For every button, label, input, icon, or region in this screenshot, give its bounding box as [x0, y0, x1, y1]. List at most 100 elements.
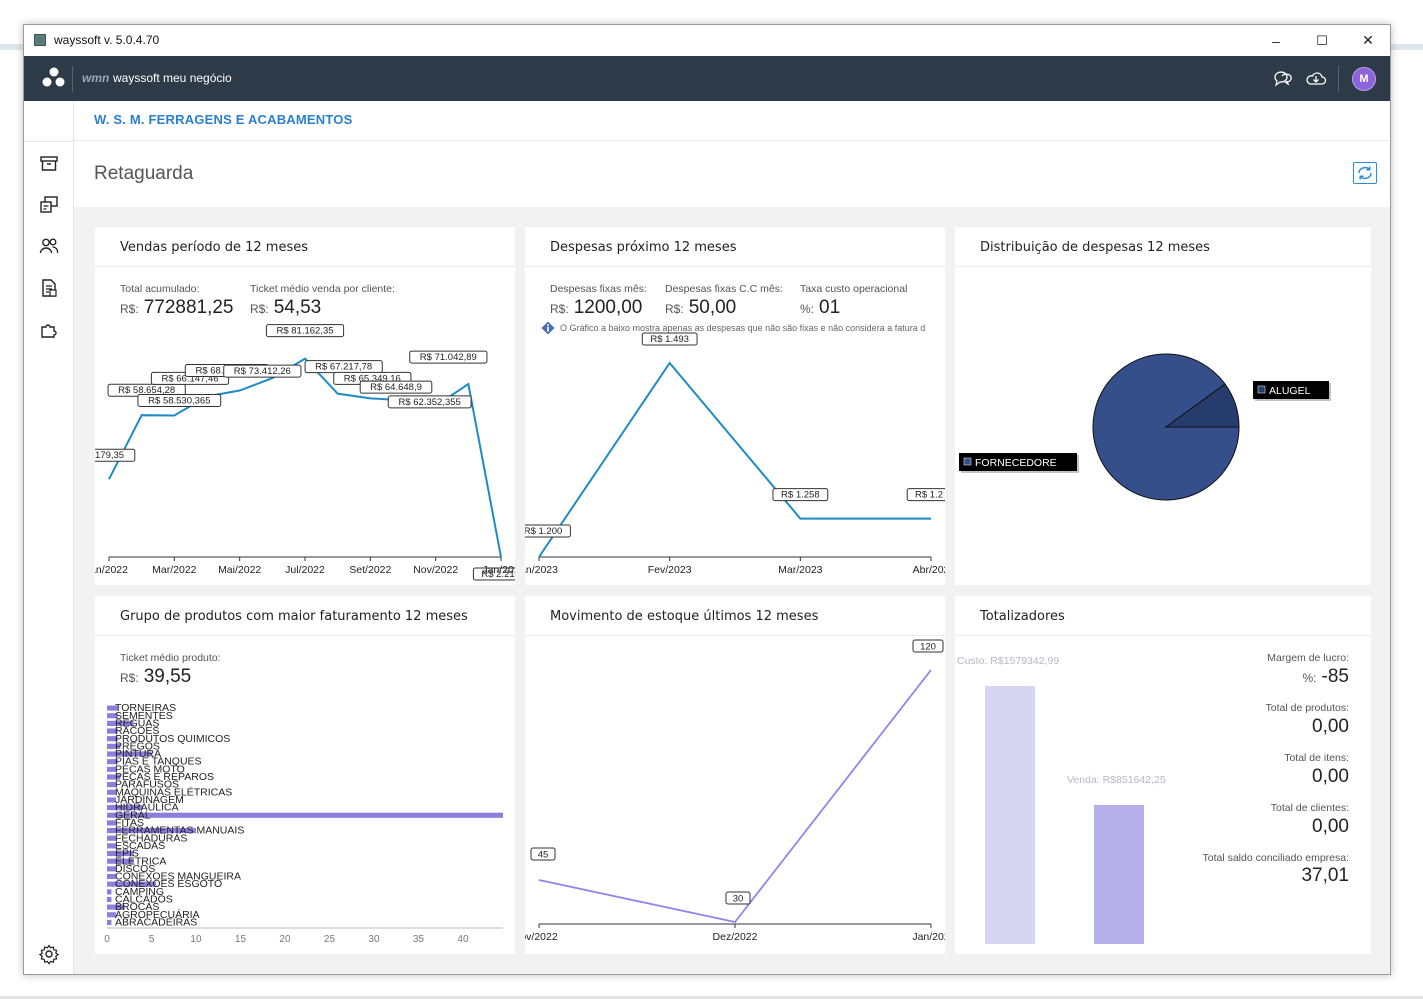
card-vendas: Vendas período de 12 meses Total acumula… [95, 227, 515, 585]
grupo-bar-label: ESCADAS [115, 840, 165, 852]
minimize-button[interactable]: – [1272, 32, 1280, 49]
totalizadores-bar-chart[interactable]: Custo: R$1579342,99 Venda: R$851642,25 [955, 596, 1371, 954]
grupo-bar [107, 728, 118, 734]
vendas-ticket-currency: R$: [250, 302, 269, 316]
grupo-bar-label: FECHADURAS [115, 832, 187, 844]
despesas-x-tick-label: an/2023 [525, 564, 558, 576]
grupo-bar-label: CALCADOS [115, 894, 173, 906]
plugin-icon[interactable] [38, 318, 60, 340]
grupo-bar [107, 827, 196, 834]
grupo-bar-label: MAQUINAS ELÉTRICAS [115, 785, 232, 798]
despesas-x-tick-label: Abr/202 [913, 564, 945, 576]
report-icon[interactable] [38, 277, 60, 299]
vendas-line-chart[interactable]: $ 33.179,35 R$ 58.654,28R$ 58.530,365 R$ 6… [95, 227, 515, 585]
despesas-taxa-label: Taxa custo operacional [800, 283, 908, 295]
cloud-icon[interactable] [1305, 68, 1327, 90]
logo-icon[interactable] [42, 67, 66, 89]
saldo-value: 37,01 [1301, 865, 1349, 886]
app-window: wayssoft v. 5.0.4.70 – ☐ ✕ wmn wayssoft … [23, 24, 1391, 975]
vendas-total-value: R$: 772881,25 [120, 297, 234, 319]
close-button[interactable]: ✕ [1362, 32, 1374, 48]
despesas-cc-amount: 50,00 [688, 297, 737, 318]
company-name[interactable]: W. S. M. FERRAGENS E ACABAMENTOS [94, 112, 353, 127]
card-distribuicao-title: Distribuição de despesas 12 meses [980, 240, 1210, 255]
despesas-fixas-amount: 1200,00 [573, 297, 643, 318]
settings-icon[interactable] [38, 943, 60, 965]
vendas-x-tick-label: Nov/2022 [413, 564, 458, 576]
grupo-x-tick-label: 0 [104, 934, 110, 945]
grupo-bar [107, 904, 125, 910]
users-icon[interactable] [38, 235, 60, 257]
grupo-bar [107, 820, 116, 826]
grupo-bar [107, 789, 116, 795]
vendas-data-label: R$ 58.530,365 [148, 396, 210, 407]
refresh-button[interactable] [1353, 162, 1377, 184]
pie-legend-label: FORNECEDORE [975, 457, 1057, 469]
grupo-bar [107, 805, 143, 811]
despesas-data-label: R$ 1.258 [781, 490, 820, 501]
user-avatar[interactable]: M [1352, 67, 1376, 91]
vendas-label-box [95, 448, 136, 462]
despesas-series-line [538, 361, 931, 558]
distribuicao-pie-chart[interactable]: FORNECEDORE ALUGEL [955, 227, 1371, 585]
despesas-x-tick-label: Fev/2023 [648, 564, 692, 576]
pie-legend-box [1253, 381, 1329, 399]
grupo-bar-label: PECAS E REPAROS [115, 771, 214, 783]
grupo-ticket-currency: R$: [120, 671, 139, 685]
despesas-label-box [525, 524, 571, 538]
vendas-data-label: R$ 67.217,78 [315, 362, 372, 373]
dashboard: Vendas período de 12 meses Total acumula… [74, 207, 1390, 974]
despesas-fixas-label: Despesas fixas mês: [550, 283, 647, 295]
vendas-x-tick-label: Mar/2022 [152, 564, 197, 576]
grupo-bar-label: TORNEIRAS [115, 702, 176, 714]
grupo-bar [107, 705, 118, 711]
grupo-bar [107, 766, 116, 772]
vendas-x-tick-label: an/2022 [95, 564, 128, 576]
vendas-data-label: R$ 62.352,355 [398, 397, 460, 408]
brand-name: wayssoft meu negócio [113, 71, 232, 85]
despesas-info-text: O Gráfico a baixo mostra apenas as despe… [560, 323, 926, 333]
maximize-button[interactable]: ☐ [1316, 32, 1328, 48]
grupo-bar [107, 812, 503, 818]
grupo-bar [107, 720, 134, 726]
despesas-fixas-value: R$: 1200,00 [550, 297, 642, 319]
total-produtos-label: Total de produtos: [1265, 702, 1349, 714]
despesas-label-box [906, 488, 945, 502]
grupo-bar-label: EPIS [115, 848, 139, 860]
vendas-label-box [265, 324, 345, 338]
app-header: wmn wayssoft meu negócio M [24, 56, 1390, 101]
despesas-taxa-currency: %: [800, 302, 815, 316]
grupo-bar-label: REGUAS [115, 717, 159, 729]
grupo-bar [107, 889, 112, 895]
estoque-x-tick-label: Dez/2022 [713, 931, 758, 943]
grupo-bar-label: PECAS MOTO [115, 763, 185, 775]
grupo-bar [107, 858, 134, 864]
estoque-line-chart[interactable]: 45 30 120 ov/2022 Dez/2022 Jan/202 [525, 596, 945, 954]
pie-slice-alugel [1164, 383, 1240, 428]
totalizadores-bar-venda [1094, 804, 1144, 944]
despesas-line-chart[interactable]: R$ 1.200 R$ 1.493 R$ 1.258 R$ 1.2 an/2023 Fev… [525, 227, 945, 585]
company-bar: W. S. M. FERRAGENS E ACABAMENTOS [74, 101, 1390, 141]
saldo-label: Total saldo conciliado empresa: [1202, 852, 1350, 864]
desktop-bottom-strip [0, 996, 1423, 999]
pos-icon[interactable] [38, 194, 60, 216]
pie-legend-box [959, 453, 1077, 471]
grupo-ticket-value: R$: 39,55 [120, 666, 191, 688]
pie-legend-swatch [1257, 385, 1266, 394]
chat-icon[interactable] [1271, 68, 1293, 90]
window-titlebar[interactable]: wayssoft v. 5.0.4.70 – ☐ ✕ [24, 25, 1390, 56]
archive-icon[interactable] [38, 153, 60, 175]
estoque-label-box [912, 639, 944, 653]
card-totalizadores-divider [955, 635, 1371, 636]
margem-label: Margem de lucro: [1267, 652, 1349, 664]
margem-value: %: -85 [1303, 666, 1349, 688]
grupo-x-tick-label: 10 [190, 934, 202, 945]
grupo-bar-label: GERAL [115, 809, 151, 821]
vendas-data-label: R$ 58.654,28 [118, 385, 175, 396]
vendas-data-label: R$ 65.349,16 [344, 373, 401, 384]
grupo-bar [107, 751, 152, 757]
despesas-data-label: R$ 1.2 [915, 490, 943, 501]
estoque-label-box [725, 891, 751, 905]
